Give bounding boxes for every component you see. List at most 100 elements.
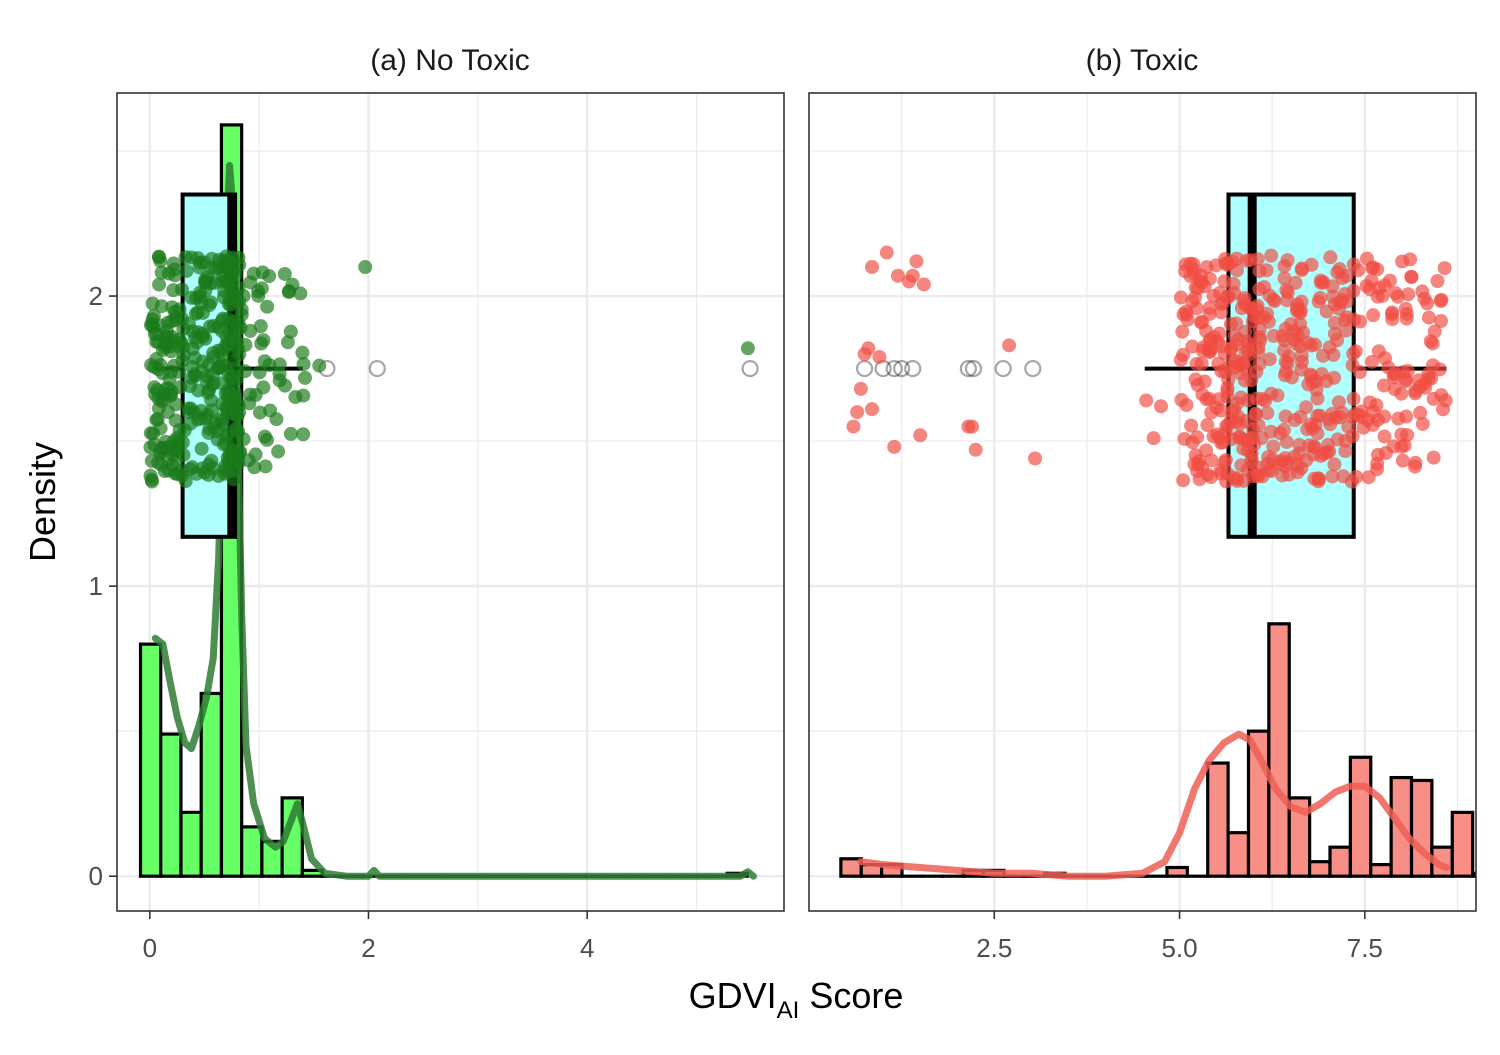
jitter-point (152, 250, 166, 264)
jitter-point (194, 404, 208, 418)
jitter-point (147, 360, 161, 374)
y-tick-label: 0 (89, 861, 103, 891)
jitter-point (216, 417, 230, 431)
x-tick-label: 2.5 (976, 933, 1012, 963)
jitter-point (1180, 398, 1194, 412)
jitter-point (196, 327, 210, 341)
jitter-point (1372, 344, 1386, 358)
jitter-point (909, 254, 923, 268)
jitter-point (312, 359, 326, 373)
jitter-point (1154, 399, 1168, 413)
jitter-point (1369, 398, 1383, 412)
x-axis-title-suffix: Score (799, 975, 903, 1016)
jitter-point (1306, 447, 1320, 461)
jitter-point (1312, 472, 1326, 486)
jitter-point (1378, 429, 1392, 443)
jitter-point (227, 263, 241, 277)
jitter-point (1221, 381, 1235, 395)
jitter-point (262, 269, 276, 283)
jitter-point (1264, 249, 1278, 263)
jitter-point (1253, 330, 1267, 344)
jitter-point (1147, 431, 1161, 445)
jitter-point (161, 405, 175, 419)
jitter-point (195, 442, 209, 456)
jitter-point (1194, 269, 1208, 283)
jitter-point (1231, 332, 1245, 346)
jitter-point (1176, 348, 1190, 362)
jitter-point (1396, 454, 1410, 468)
jitter-point (1190, 464, 1204, 478)
jitter-point (1427, 451, 1441, 465)
jitter-point (1408, 460, 1422, 474)
hist-bar (161, 734, 181, 876)
jitter-point (269, 412, 283, 426)
hist-bar (201, 693, 221, 876)
jitter-point (1353, 365, 1367, 379)
hist-bar (141, 644, 161, 876)
jitter-point (1310, 427, 1324, 441)
jitter-point (238, 364, 252, 378)
jitter-point (258, 430, 272, 444)
jitter-point (1391, 290, 1405, 304)
panel-background (809, 93, 1476, 911)
jitter-point (1270, 388, 1284, 402)
jitter-point (1434, 388, 1448, 402)
x-tick-label: 7.5 (1347, 933, 1383, 963)
jitter-point (902, 275, 916, 289)
jitter-point (880, 246, 894, 260)
jitter-point (147, 380, 161, 394)
jitter-point (296, 427, 310, 441)
jitter-point (969, 443, 983, 457)
hist-bar (1330, 847, 1350, 876)
y-tick-label: 2 (89, 281, 103, 311)
jitter-point (1295, 355, 1309, 369)
jitter-point (1200, 418, 1214, 432)
jitter-point (165, 300, 179, 314)
jitter-point (1366, 308, 1380, 322)
jitter-point (1176, 473, 1190, 487)
jitter-point (160, 339, 174, 353)
jitter-point (1281, 253, 1295, 267)
jitter-point (1227, 277, 1241, 291)
jitter-point (1299, 400, 1313, 414)
jitter-point (1267, 329, 1281, 343)
panel-a-title: (a) No Toxic (370, 44, 530, 77)
jitter-point (1305, 258, 1319, 272)
jitter-point (1395, 254, 1409, 268)
jitter-point (1190, 430, 1204, 444)
jitter-point (180, 264, 194, 278)
jitter-point (1323, 250, 1337, 264)
jitter-point (193, 289, 207, 303)
jitter-point (1404, 270, 1418, 284)
x-tick-label: 4 (580, 933, 594, 963)
jitter-point (1315, 367, 1329, 381)
jitter-point (1351, 263, 1365, 277)
jitter-point (163, 388, 177, 402)
jitter-point (144, 469, 158, 483)
jitter-point (850, 405, 864, 419)
hist-bar (1371, 865, 1391, 877)
jitter-point (183, 417, 197, 431)
jitter-point (1251, 345, 1265, 359)
hist-bar (1269, 624, 1289, 876)
jitter-point (238, 338, 252, 352)
jitter-point (1436, 402, 1450, 416)
jitter-point (1221, 467, 1235, 481)
jitter-point (741, 341, 755, 355)
jitter-point (913, 428, 927, 442)
jitter-point (1385, 307, 1399, 321)
jitter-point (1177, 432, 1191, 446)
jitter-point (1200, 392, 1214, 406)
jitter-point (1332, 395, 1346, 409)
jitter-point (150, 327, 164, 341)
jitter-point (1257, 280, 1271, 294)
jitter-point (1195, 357, 1209, 371)
jitter-point (167, 257, 181, 271)
jitter-point (179, 250, 193, 264)
jitter-point (1422, 311, 1436, 325)
jitter-point (1264, 425, 1278, 439)
jitter-point (1434, 294, 1448, 308)
jitter-point (1320, 304, 1334, 318)
jitter-point (1185, 294, 1199, 308)
